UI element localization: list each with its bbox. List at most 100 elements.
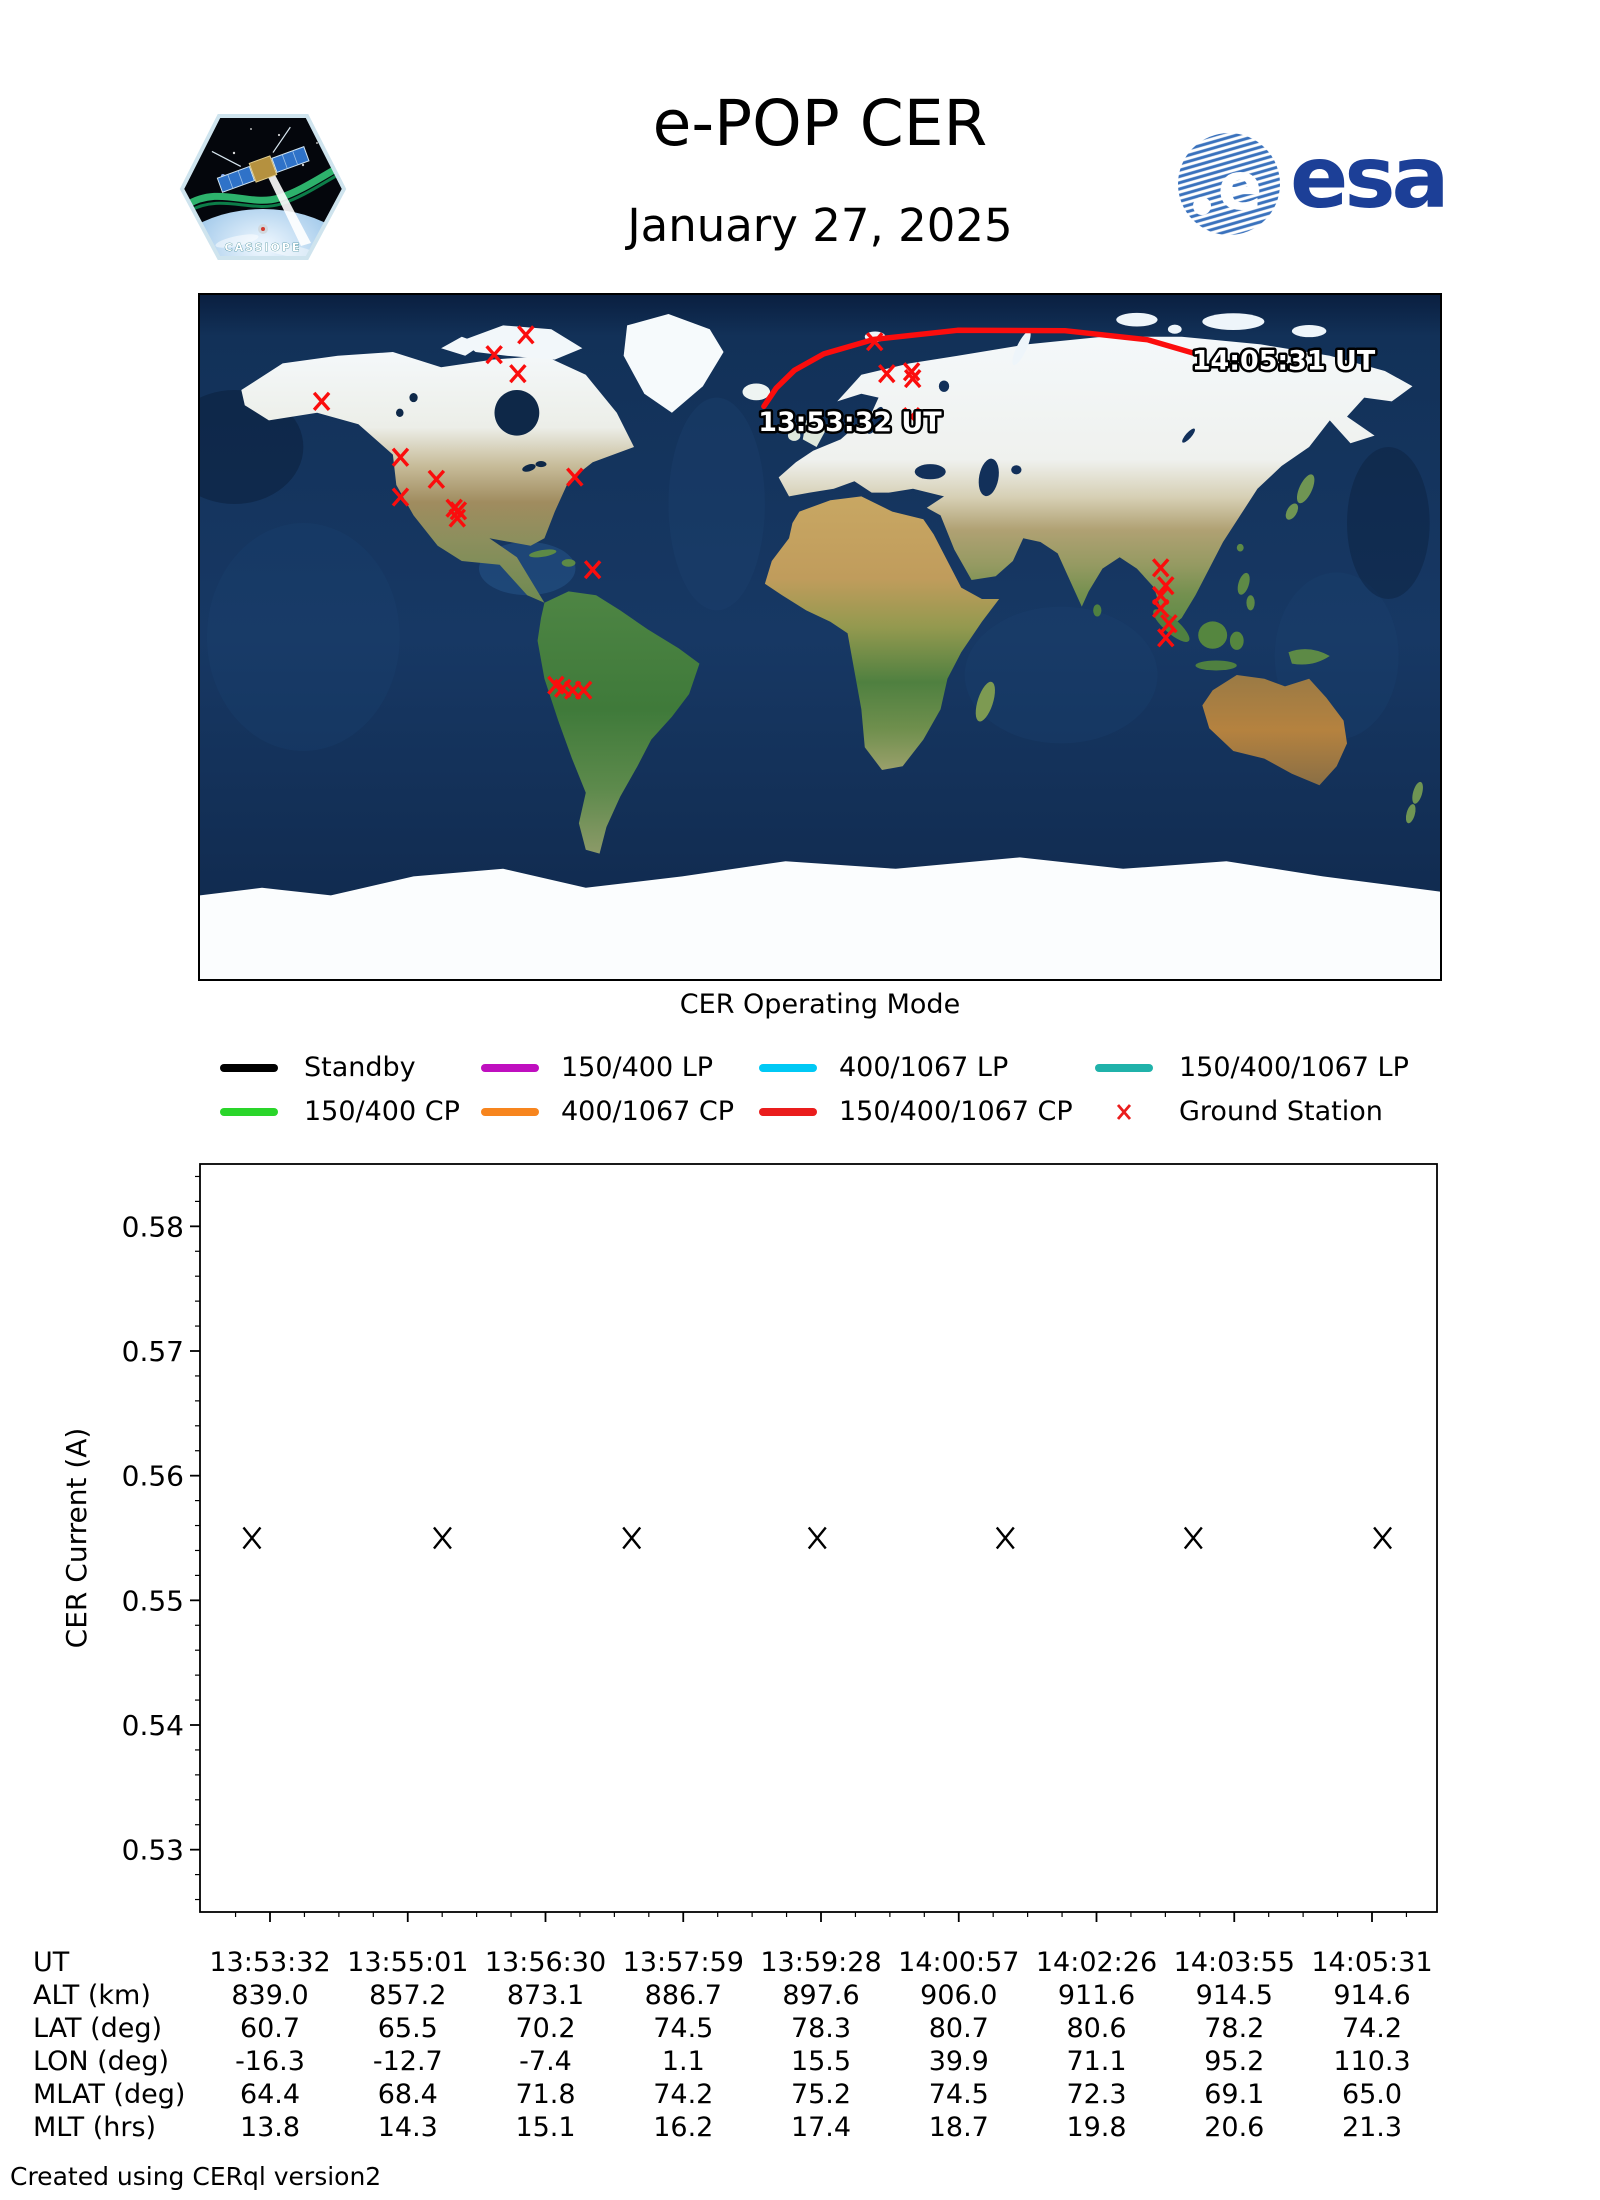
ground-station-marker bbox=[903, 369, 922, 389]
table-cell: 14:00:57 bbox=[898, 1947, 1020, 1978]
ground-station-marker bbox=[865, 332, 884, 352]
table-cell: 74.2 bbox=[653, 2079, 714, 2110]
esa-logo: e esa bbox=[1170, 126, 1490, 241]
legend-label: Ground Station bbox=[1179, 1096, 1383, 1127]
table-row-label: LON (deg) bbox=[33, 2046, 170, 2077]
data-point-marker bbox=[995, 1526, 1015, 1550]
data-point-marker bbox=[1373, 1526, 1393, 1550]
table-cell: 911.6 bbox=[1057, 1980, 1136, 2011]
esa-wordmark: esa bbox=[1290, 128, 1450, 228]
table-cell: 914.5 bbox=[1195, 1980, 1273, 2011]
footer-note: Created using CERql version2 bbox=[10, 2162, 382, 2191]
table-cell: 80.7 bbox=[928, 2013, 989, 2044]
table-cell: 13.8 bbox=[239, 2112, 301, 2143]
table-cell: 60.7 bbox=[239, 2013, 301, 2044]
table-cell: 13:55:01 bbox=[347, 1947, 469, 1978]
legend-swatch bbox=[1095, 1064, 1153, 1072]
legend-label: 150/400/1067 LP bbox=[1179, 1052, 1409, 1083]
y-tick-label: 0.56 bbox=[122, 1460, 184, 1493]
table-cell: 69.1 bbox=[1204, 2079, 1265, 2110]
table-row-label: MLAT (deg) bbox=[33, 2079, 186, 2110]
table-cell: 70.2 bbox=[515, 2013, 576, 2044]
world-map: 13:53:32 UT 14:05:31 UT bbox=[198, 293, 1442, 981]
table-cell: 74.5 bbox=[928, 2079, 989, 2110]
table-cell: 906.0 bbox=[920, 1980, 998, 2011]
patch-label: CASSIOPE bbox=[225, 241, 302, 254]
ground-station-marker bbox=[566, 467, 584, 487]
legend-swatch bbox=[220, 1108, 278, 1116]
legend-swatch bbox=[481, 1064, 539, 1072]
table-cell: 14:05:31 bbox=[1311, 1947, 1433, 1978]
legend-label: 150/400 CP bbox=[304, 1096, 460, 1127]
continents bbox=[200, 312, 1440, 979]
legend-title: CER Operating Mode bbox=[679, 989, 961, 1020]
table-cell: 74.2 bbox=[1341, 2013, 1403, 2044]
plot-frame bbox=[199, 1163, 1438, 1913]
legend-x-marker-icon bbox=[1116, 1104, 1132, 1120]
ground-station-marker bbox=[583, 560, 602, 580]
table-cell: 914.6 bbox=[1333, 1980, 1411, 2011]
ground-station-marker bbox=[485, 345, 503, 365]
table-row-label: UT bbox=[33, 1947, 70, 1978]
ground-station-marker bbox=[427, 469, 446, 489]
ground-station-marker bbox=[449, 501, 468, 521]
ground-station-marker bbox=[1160, 614, 1178, 634]
table-cell: 13:56:30 bbox=[484, 1947, 607, 1978]
table-cell: 14:03:55 bbox=[1173, 1947, 1295, 1978]
table-row-label: ALT (km) bbox=[33, 1980, 151, 2011]
ground-station-marker bbox=[902, 362, 921, 382]
legend-label: 400/1067 LP bbox=[839, 1052, 1009, 1083]
table-cell: 14:02:26 bbox=[1035, 1947, 1158, 1978]
table-cell: 65.0 bbox=[1341, 2079, 1403, 2110]
table-cell: 75.2 bbox=[790, 2079, 852, 2110]
y-tick-label: 0.58 bbox=[122, 1210, 184, 1243]
ground-station-marker bbox=[517, 325, 535, 345]
data-point-marker bbox=[242, 1526, 262, 1550]
page-title: e-POP CER bbox=[652, 87, 988, 160]
table-cell: 19.8 bbox=[1066, 2112, 1127, 2143]
ground-station-marker bbox=[902, 407, 921, 427]
table-cell: 886.7 bbox=[644, 1980, 722, 2011]
table-cell: 78.2 bbox=[1204, 2013, 1265, 2044]
ground-station-marker bbox=[312, 391, 331, 411]
y-tick-label: 0.53 bbox=[122, 1834, 184, 1867]
data-point-marker bbox=[807, 1526, 827, 1550]
table-cell: 110.3 bbox=[1333, 2046, 1411, 2077]
table-cell: 13:59:28 bbox=[760, 1947, 882, 1978]
ground-station-marker bbox=[1151, 598, 1170, 619]
table-cell: 72.3 bbox=[1066, 2079, 1127, 2110]
table-cell: 873.1 bbox=[506, 1980, 585, 2011]
table-cell: 39.9 bbox=[928, 2046, 989, 2077]
patch-border bbox=[179, 114, 347, 260]
legend-label: 150/400 LP bbox=[561, 1052, 714, 1083]
legend-swatch bbox=[759, 1064, 817, 1072]
data-point-marker bbox=[622, 1526, 642, 1550]
patch-satellite bbox=[211, 126, 310, 193]
data-point-marker bbox=[1183, 1526, 1203, 1550]
table-cell: 74.5 bbox=[653, 2013, 714, 2044]
y-tick-label: 0.57 bbox=[122, 1335, 184, 1368]
ground-station-marker bbox=[448, 508, 467, 528]
table-cell: 18.7 bbox=[928, 2112, 989, 2143]
legend-label: 400/1067 CP bbox=[561, 1096, 735, 1127]
table-cell: -12.7 bbox=[372, 2046, 443, 2077]
ground-station-marker bbox=[391, 447, 410, 467]
table-cell: 15.5 bbox=[790, 2046, 852, 2077]
table-cell: 65.5 bbox=[377, 2013, 438, 2044]
ground-station-marker bbox=[878, 364, 896, 384]
table-cell: 71.1 bbox=[1066, 2046, 1127, 2077]
ground-station-marker bbox=[509, 364, 527, 384]
svg-text:e: e bbox=[1218, 148, 1263, 225]
y-tick-label: 0.54 bbox=[122, 1709, 184, 1742]
table-cell: 13:57:59 bbox=[622, 1947, 744, 1978]
legend-swatch bbox=[759, 1108, 817, 1116]
table-cell: 15.1 bbox=[515, 2112, 576, 2143]
table-cell: 78.3 bbox=[790, 2013, 852, 2044]
table-cell: 21.3 bbox=[1341, 2112, 1403, 2143]
legend-swatch bbox=[220, 1064, 278, 1072]
legend-label: 150/400/1067 CP bbox=[839, 1096, 1073, 1127]
track-end-label: 14:05:31 UT bbox=[1192, 346, 1376, 377]
mission-patch: CASSIOPE bbox=[179, 114, 347, 260]
esa-globe-icon: e bbox=[1178, 133, 1280, 235]
